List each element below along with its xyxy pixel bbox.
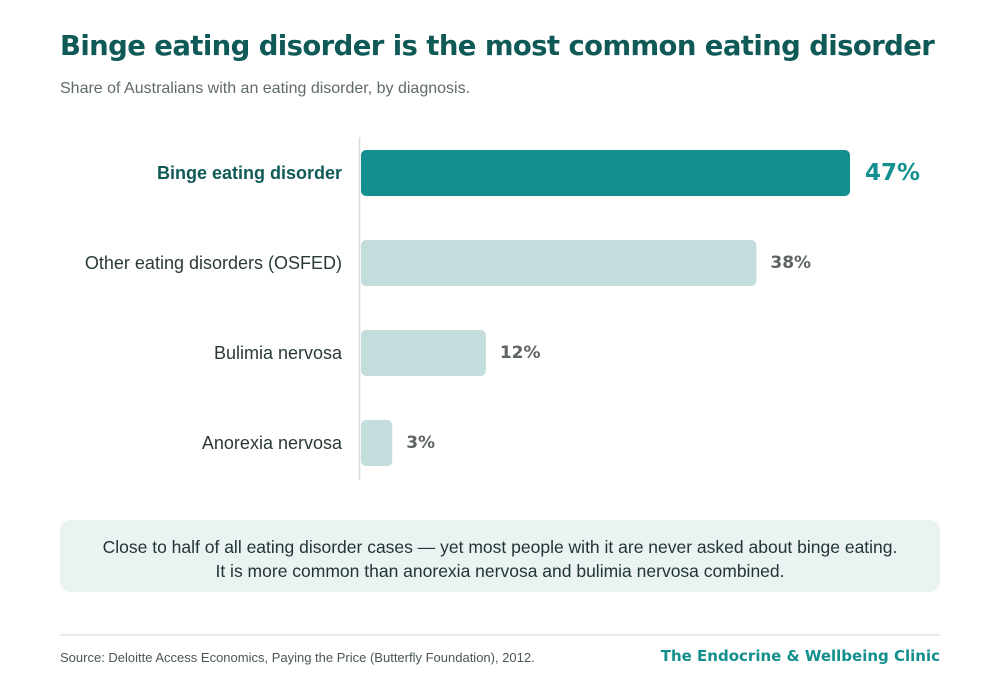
category-label-3: Anorexia nervosa [202,433,343,453]
bar-2 [361,330,486,376]
bar-3 [361,420,393,466]
category-label-0: Binge eating disorder [157,163,342,183]
value-label-0: 47% [865,160,920,186]
callout-line-2: It is more common than anorexia nervosa … [215,561,785,581]
callout-line-1: Close to half of all eating disorder cas… [102,537,898,557]
brand-name: The Endocrine & Wellbeing Clinic [660,647,940,665]
value-label-3: 3% [406,433,435,453]
source-note: Source: Deloitte Access Economics, Payin… [60,650,535,665]
category-label-2: Bulimia nervosa [214,343,343,363]
bar-1 [361,240,757,286]
bar-0 [361,150,850,196]
chart-subtitle: Share of Australians with an eating diso… [60,80,471,97]
footer-divider [60,634,940,636]
bar-chart: Binge eating disorder 47% Other eating dis… [85,137,920,480]
chart-title: Binge eating disorder is the most common… [60,30,935,62]
value-label-1: 38% [770,253,811,273]
category-label-1: Other eating disorders (OSFED) [85,253,342,273]
callout-box: Close to half of all eating disorder cas… [60,520,940,592]
value-label-2: 12% [500,343,541,363]
